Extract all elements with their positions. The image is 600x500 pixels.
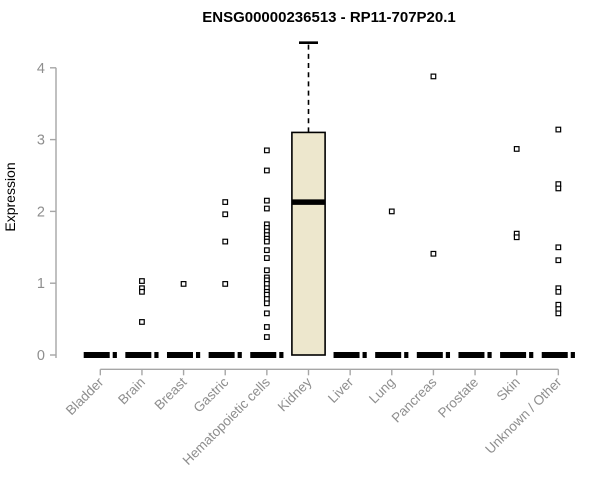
chart-title: ENSG00000236513 - RP11-707P20.1 xyxy=(202,9,456,26)
y-tick-label: 0 xyxy=(37,348,45,364)
outlier-point xyxy=(513,146,520,152)
y-tick-label: 1 xyxy=(37,276,45,292)
outlier-point xyxy=(555,257,562,264)
outlier-point xyxy=(139,319,145,325)
outlier-point xyxy=(222,211,229,218)
y-axis-title: Expression xyxy=(2,162,18,231)
outlier-point xyxy=(263,334,270,340)
x-tick-label: Breast xyxy=(151,374,189,412)
data-marks-layer xyxy=(83,41,575,358)
outlier-point xyxy=(222,199,229,205)
outlier-point xyxy=(263,167,270,174)
outlier-point xyxy=(222,238,229,245)
x-tick-label: Unknown / Other xyxy=(482,374,565,457)
x-tick-label: Skin xyxy=(494,375,523,404)
x-tick-label: Bladder xyxy=(63,374,107,418)
outlier-point xyxy=(555,185,562,192)
box xyxy=(291,131,326,356)
outlier-point xyxy=(180,281,187,287)
outlier-point xyxy=(222,281,229,287)
outlier-point xyxy=(263,267,270,274)
outlier-point xyxy=(263,324,270,330)
outlier-point xyxy=(430,73,437,80)
y-tick-label: 2 xyxy=(37,204,45,220)
outlier-point xyxy=(513,234,520,241)
outlier-point xyxy=(139,288,145,295)
outlier-point xyxy=(263,205,270,212)
x-tick-label: Pancreas xyxy=(389,374,440,425)
outlier-point xyxy=(263,147,270,154)
outlier-point xyxy=(263,238,270,245)
outlier-point xyxy=(555,288,562,295)
outlier-point xyxy=(139,278,145,284)
outlier-point xyxy=(263,255,270,261)
outlier-point xyxy=(555,310,562,317)
x-tick-label: Liver xyxy=(325,374,357,406)
outlier-point xyxy=(263,310,270,317)
outlier-point xyxy=(430,250,437,257)
x-tick-label: Gastric xyxy=(190,374,231,415)
y-tick-label: 3 xyxy=(37,133,45,149)
outlier-point xyxy=(263,300,270,307)
x-tick-label: Lung xyxy=(366,375,398,407)
outlier-point xyxy=(555,126,562,133)
outlier-point xyxy=(388,208,395,215)
x-tick-label: Prostate xyxy=(435,375,481,421)
outlier-point xyxy=(555,244,562,251)
y-tick-label: 4 xyxy=(37,61,45,77)
x-tick-label: Kidney xyxy=(275,374,315,414)
outlier-point xyxy=(263,247,270,254)
outlier-point xyxy=(263,197,270,204)
x-tick-label: Brain xyxy=(115,375,148,408)
